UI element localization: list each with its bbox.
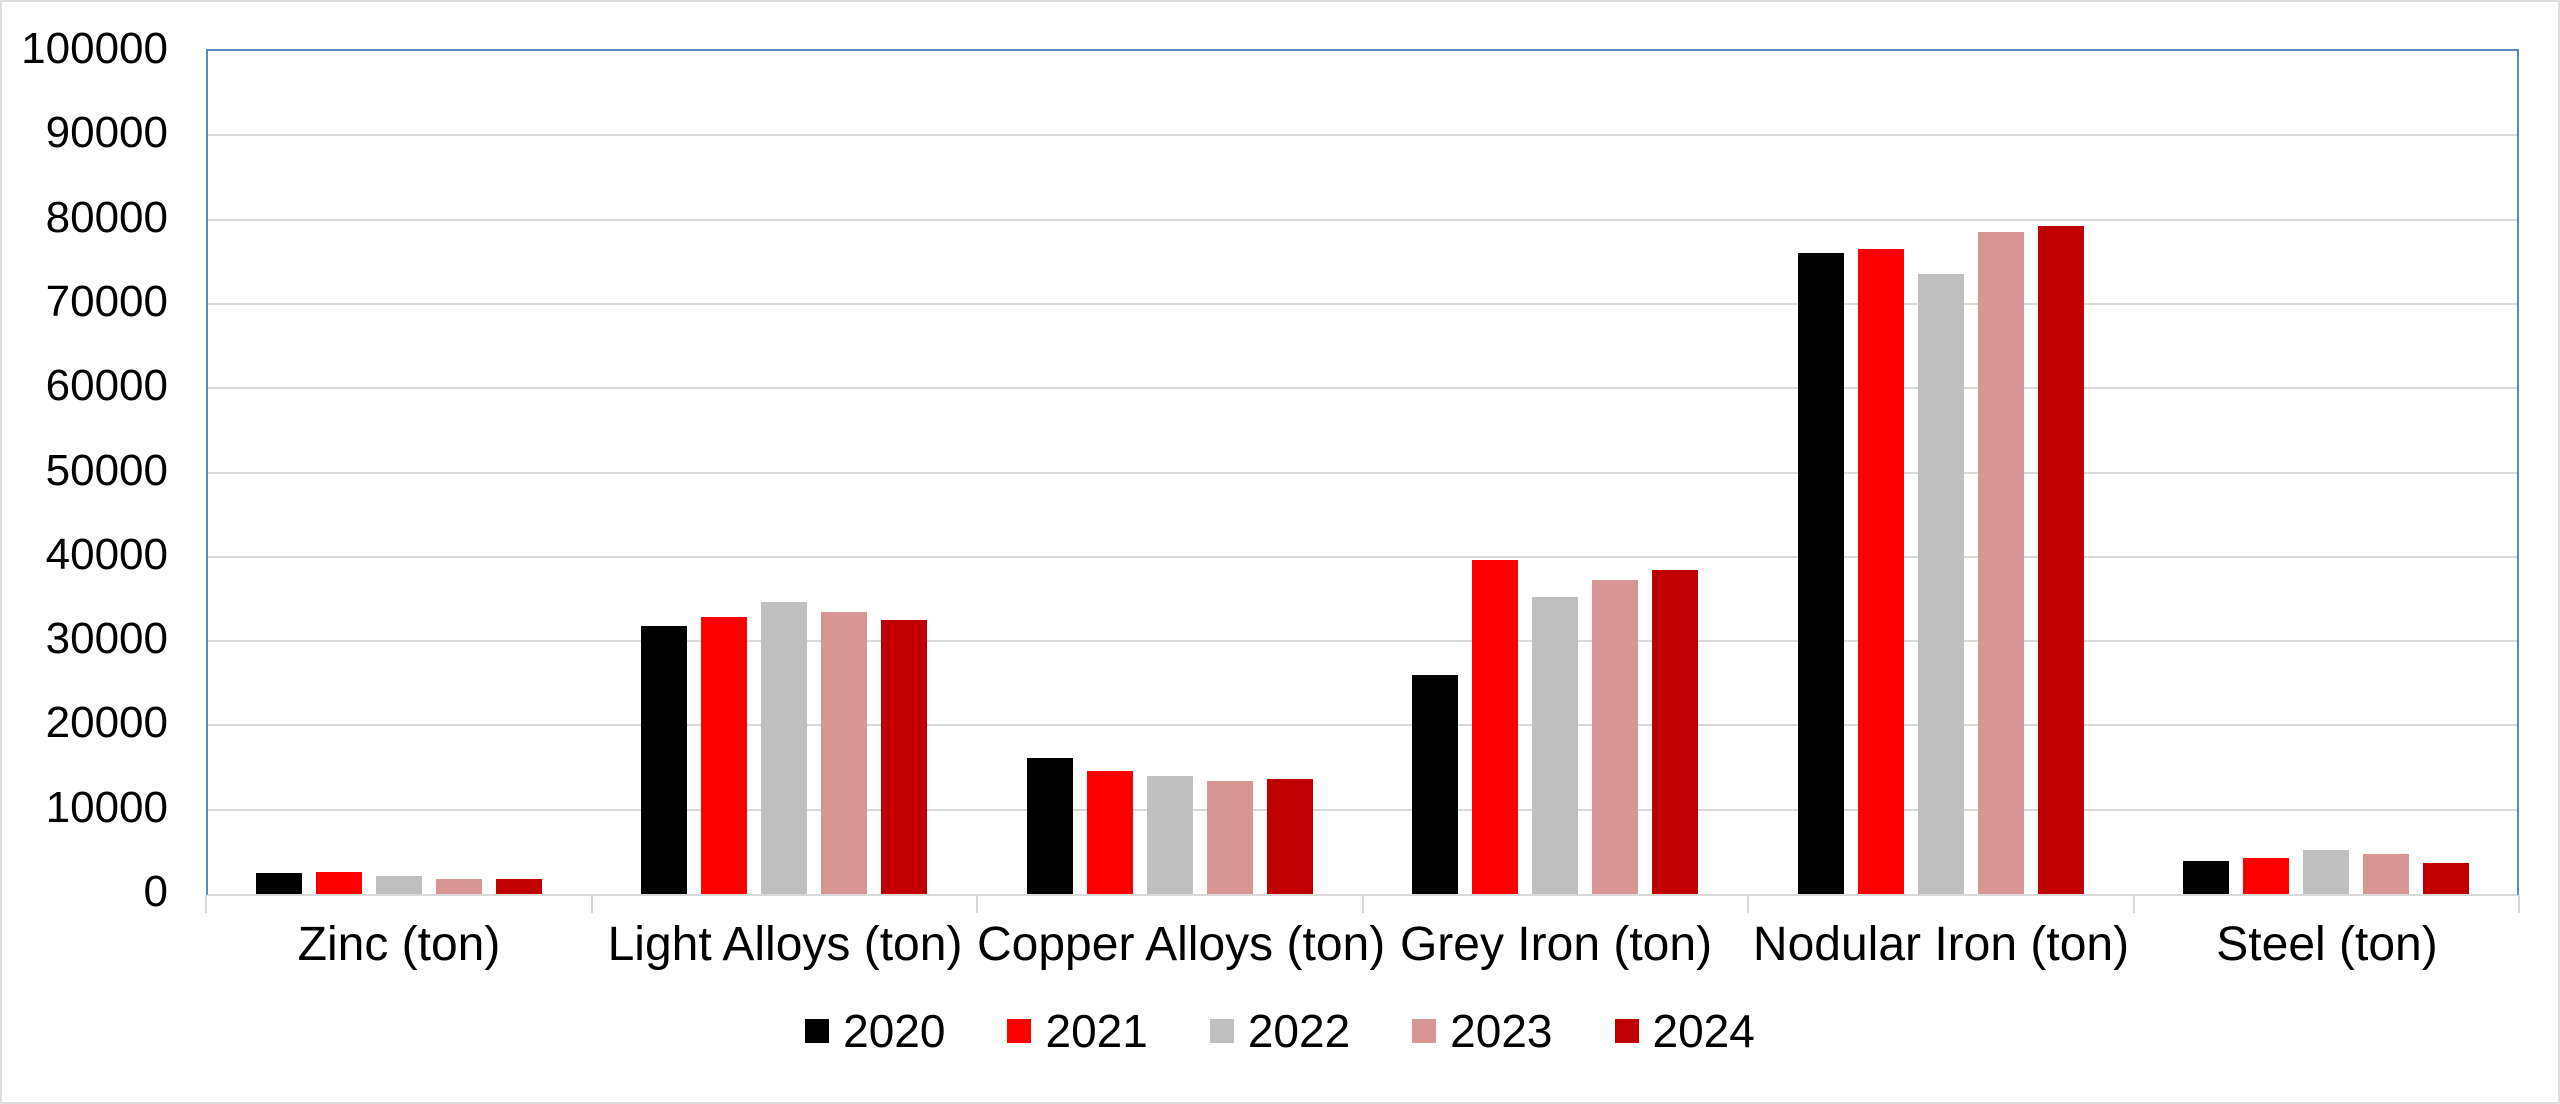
legend-label: 2022 [1247, 1005, 1351, 1057]
bar-grey-iron-ton-2021 [1472, 560, 1518, 894]
bar-light-alloys-ton-2021 [701, 617, 747, 894]
bar-grey-iron-ton-2023 [1592, 580, 1638, 894]
bar-light-alloys-ton-2024 [881, 620, 927, 894]
legend-item-2020: 2020 [805, 1005, 945, 1057]
category-label-steel-ton: Steel (ton) [2216, 918, 2438, 971]
x-axis-tick [1362, 895, 1364, 913]
bar-grey-iron-ton-2024 [1652, 570, 1698, 894]
category-label-nodular-iron-ton: Nodular Iron (ton) [1752, 918, 2130, 971]
gridline-20000 [208, 724, 2517, 726]
bar-steel-ton-2020 [2183, 861, 2229, 894]
bar-zinc-ton-2021 [316, 872, 362, 894]
bar-steel-ton-2022 [2303, 850, 2349, 894]
y-tick-label-90000: 90000 [45, 108, 168, 157]
legend-item-2023: 2023 [1412, 1005, 1553, 1057]
bar-zinc-ton-2022 [376, 876, 422, 894]
legend-marker-icon [805, 1019, 830, 1043]
category-label-copper-alloys-ton: Copper Alloys (ton) [977, 918, 1386, 971]
y-tick-label-70000: 70000 [45, 277, 168, 326]
legend-label: 2021 [1045, 1005, 1148, 1057]
y-tick-label-80000: 80000 [45, 193, 168, 242]
gridline-80000 [208, 219, 2517, 221]
bar-grey-iron-ton-2022 [1532, 597, 1578, 894]
bar-nodular-iron-ton-2023 [1978, 232, 2024, 894]
bar-copper-alloys-ton-2023 [1207, 781, 1253, 894]
bar-copper-alloys-ton-2020 [1027, 758, 1073, 894]
legend-marker-icon [1412, 1019, 1437, 1043]
gridline-50000 [208, 472, 2517, 474]
legend-item-2022: 2022 [1209, 1005, 1351, 1057]
x-axis-tick [976, 895, 978, 913]
bar-light-alloys-ton-2023 [821, 612, 867, 894]
x-axis-tick [2133, 895, 2135, 913]
bar-light-alloys-ton-2022 [761, 602, 807, 894]
bar-grey-iron-ton-2020 [1412, 675, 1458, 894]
gridline-60000 [208, 387, 2517, 389]
x-axis-tick [2518, 895, 2520, 913]
bar-light-alloys-ton-2020 [641, 626, 687, 894]
bar-zinc-ton-2024 [496, 879, 542, 894]
legend-label: 2020 [843, 1005, 946, 1057]
gridline-10000 [208, 809, 2517, 811]
y-tick-label-50000: 50000 [45, 446, 168, 495]
bar-steel-ton-2024 [2423, 863, 2469, 894]
y-tick-label-30000: 30000 [45, 614, 168, 663]
legend-marker-icon [1209, 1019, 1234, 1043]
legend-label: 2024 [1652, 1005, 1755, 1057]
bar-zinc-ton-2020 [256, 873, 302, 894]
y-tick-label-100000: 100000 [21, 24, 168, 73]
legend-item-2021: 2021 [1007, 1005, 1148, 1057]
legend-marker-icon [1007, 1019, 1032, 1043]
category-label-light-alloys-ton: Light Alloys (ton) [607, 918, 963, 971]
bar-copper-alloys-ton-2024 [1267, 779, 1313, 894]
x-axis-tick [591, 895, 593, 913]
y-tick-label-20000: 20000 [45, 698, 168, 747]
y-tick-label-60000: 60000 [45, 361, 168, 410]
x-axis-tick [1747, 895, 1749, 913]
bar-nodular-iron-ton-2020 [1798, 253, 1844, 894]
plot-area [206, 49, 2519, 896]
bar-copper-alloys-ton-2022 [1147, 776, 1193, 894]
category-label-grey-iron-ton: Grey Iron (ton) [1399, 918, 1713, 971]
bar-nodular-iron-ton-2022 [1918, 274, 1964, 894]
bar-nodular-iron-ton-2021 [1858, 249, 1904, 894]
x-axis-tick [205, 895, 207, 913]
y-tick-label-10000: 10000 [45, 783, 168, 832]
y-tick-label-40000: 40000 [45, 530, 168, 579]
bar-zinc-ton-2023 [436, 879, 482, 894]
bar-steel-ton-2021 [2243, 858, 2289, 894]
gridline-40000 [208, 556, 2517, 558]
category-label-zinc-ton: Zinc (ton) [297, 918, 501, 971]
legend-label: 2023 [1450, 1005, 1553, 1057]
bar-steel-ton-2023 [2363, 854, 2409, 894]
bar-nodular-iron-ton-2024 [2038, 226, 2084, 894]
bar-copper-alloys-ton-2021 [1087, 771, 1133, 894]
legend-marker-icon [1614, 1019, 1639, 1043]
legend-item-2024: 2024 [1614, 1005, 1755, 1057]
gridline-90000 [208, 134, 2517, 136]
gridline-70000 [208, 303, 2517, 305]
legend: 2020 2021 2022 2023 2024 [2, 1005, 2558, 1057]
gridline-30000 [208, 640, 2517, 642]
y-tick-label-0: 0 [143, 867, 168, 916]
